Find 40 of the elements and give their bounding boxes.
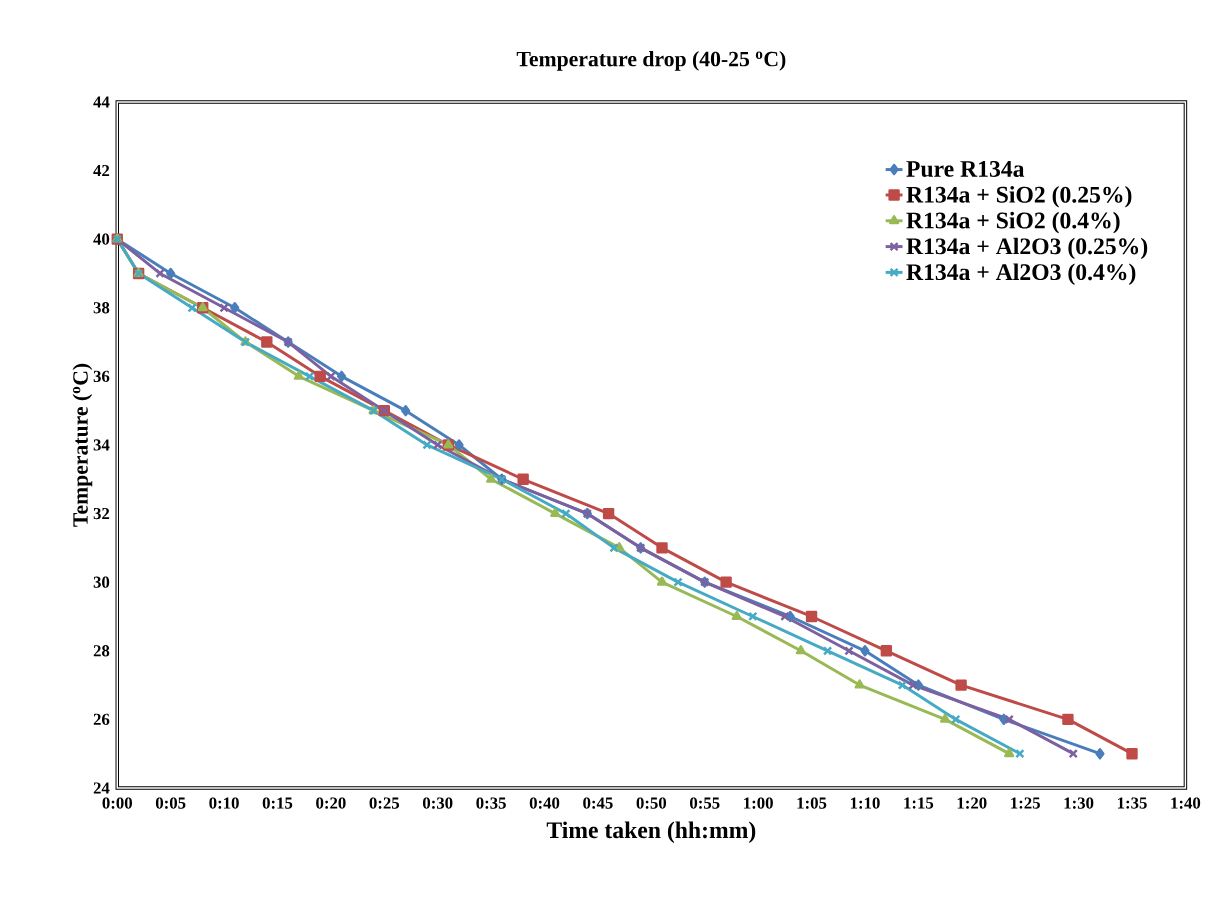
x-axis-title: Time taken (hh:mm) bbox=[546, 821, 756, 844]
x-tick-label: 0:15 bbox=[262, 797, 293, 809]
legend-label: R134a + SiO2 (0.4%) bbox=[906, 211, 1120, 234]
x-tick-label: 0:20 bbox=[316, 797, 346, 809]
y-tick-label: 26 bbox=[93, 713, 110, 726]
chart-title: Temperature drop (40-25 $^{o}$C) bbox=[516, 51, 786, 71]
y-tick-label: 40 bbox=[93, 233, 110, 245]
legend-label: R134a + Al2O3 (0.25%) bbox=[906, 237, 1148, 260]
x-tick-label: 1:05 bbox=[797, 797, 827, 809]
y-tick-label: 44 bbox=[93, 96, 110, 108]
legend-label: Pure R134a bbox=[906, 161, 1025, 178]
x-tick-label: 0:50 bbox=[636, 797, 667, 809]
y-tick-label: 34 bbox=[93, 439, 110, 451]
y-tick-label: 38 bbox=[93, 302, 110, 314]
x-tick-label: 0:35 bbox=[476, 797, 506, 809]
x-tick-label: 1:00 bbox=[744, 797, 773, 809]
x-tick-label: 0:05 bbox=[155, 797, 186, 809]
legend-label: R134a + Al2O3 (0.4%) bbox=[906, 263, 1136, 286]
y-tick-label: 32 bbox=[93, 508, 110, 520]
x-tick-label: 1:15 bbox=[904, 797, 934, 809]
x-tick-label: 0:40 bbox=[529, 797, 560, 809]
x-tick-label: 0:30 bbox=[422, 797, 453, 809]
x-tick-label: 0:45 bbox=[583, 797, 613, 809]
x-tick-label: 1:40 bbox=[1171, 797, 1201, 809]
x-tick-label: 0:25 bbox=[369, 797, 400, 809]
legend-label: R134a + SiO2 (0.25%) bbox=[906, 186, 1132, 208]
y-tick-label: 30 bbox=[93, 576, 110, 588]
x-tick-label: 1:10 bbox=[850, 797, 880, 809]
x-tick-label: 1:35 bbox=[1118, 797, 1147, 809]
x-tick-label: 1:30 bbox=[1064, 797, 1094, 809]
y-tick-label: 36 bbox=[93, 370, 110, 383]
x-tick-label: 0:00 bbox=[102, 797, 132, 809]
y-tick-label: 28 bbox=[93, 645, 110, 657]
y-tick-label: 42 bbox=[93, 165, 110, 177]
y-tick-label: 24 bbox=[93, 782, 110, 794]
y-axis-title: Temperature ($^{o}$C) bbox=[72, 364, 93, 527]
x-tick-label: 1:20 bbox=[957, 797, 987, 809]
x-tick-label: 1:25 bbox=[1011, 797, 1040, 809]
x-tick-label: 0:10 bbox=[209, 797, 239, 809]
x-tick-label: 0:55 bbox=[690, 797, 720, 809]
